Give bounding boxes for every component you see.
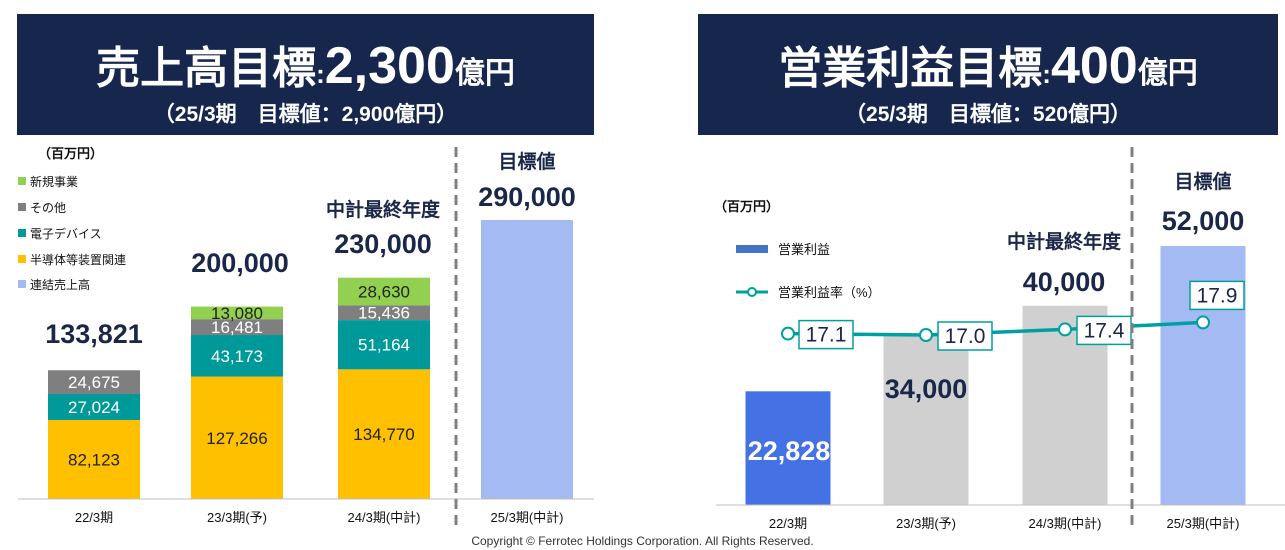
sales-legend-swatch: [18, 280, 26, 288]
profit-target-title: 営業利益目標: [778, 44, 1043, 93]
sales-legend-label: その他: [30, 201, 66, 215]
sales-target-sep: :: [316, 59, 325, 89]
sales-bar-segment: [191, 319, 283, 336]
profit-target-sep: :: [1042, 59, 1051, 89]
profit-margin-point: [1058, 322, 1072, 337]
sales-bar-segment: [48, 370, 140, 394]
profit-category-label: 25/3期(中計): [1167, 516, 1240, 531]
sales-segment-label: 16,481: [211, 318, 263, 337]
right-banner: 営業利益目標:400億円 （25/3期 目標値：520億円）: [698, 14, 1278, 135]
sales-legend-label: 新規事業: [30, 174, 78, 189]
profit-target-unit: 億円: [1137, 57, 1198, 90]
copyright-footer: Copyright © Ferrotec Holdings Corporatio…: [471, 534, 814, 548]
profit-legend-line-label: 営業利益率（%）: [778, 285, 881, 300]
profit-unit-label: （百万円）: [714, 199, 779, 214]
sales-bar-segment: [338, 305, 430, 321]
sales-segment-label: 82,123: [68, 450, 120, 469]
profit-midterm-annotation: 中計最終年度: [1007, 230, 1122, 253]
sales-bar-segment: [48, 419, 140, 499]
sales-segment-label: 51,164: [358, 336, 410, 355]
sales-segment-label: 13,080: [211, 304, 263, 323]
sales-legend-swatch: [18, 255, 26, 263]
sales-target-title: 売上高目標: [96, 44, 317, 93]
sales-segment-label: 28,630: [358, 282, 410, 301]
sales-legend-label: 半導体等装置関連: [30, 253, 126, 267]
sales-bar-segment: [338, 369, 430, 499]
profit-target-value: 400: [1050, 37, 1138, 95]
sales-target-bar: [481, 220, 573, 499]
profit-bar-label: 34,000: [885, 374, 968, 404]
profit-target-sub: （25/3期 目標値：520億円）: [845, 103, 1131, 126]
sales-target-sub: （25/3期 目標値：2,900億円）: [153, 103, 458, 126]
sales-segment-label: 27,024: [68, 398, 120, 417]
sales-segment-label: 43,173: [211, 347, 263, 366]
sales-unit-label: （百万円）: [38, 146, 103, 161]
sales-segment-label: 24,675: [68, 373, 120, 392]
sales-bar-segment: [48, 393, 140, 420]
sales-total-label: 230,000: [334, 229, 432, 259]
profit-bar-label: 52,000: [1162, 206, 1245, 236]
sales-segment-label: 127,266: [206, 429, 267, 448]
profit-bar: [745, 391, 831, 505]
profit-margin-label: 17.4: [1084, 319, 1125, 342]
sales-bar-segment: [338, 277, 430, 306]
sales-bar-segment: [338, 320, 430, 370]
profit-bar-label: 40,000: [1023, 267, 1106, 297]
profit-margin-label-box: [798, 319, 854, 350]
sales-target-annotation: 目標値: [498, 150, 555, 173]
sales-legend-swatch: [18, 229, 26, 237]
profit-bar-label: 22,828: [748, 436, 831, 466]
profit-margin-label-box: [937, 321, 993, 351]
sales-legend-swatch: [18, 177, 26, 185]
profit-margin-label: 17.9: [1197, 284, 1238, 307]
profit-margin-point: [781, 326, 795, 341]
sales-total-label: 133,821: [45, 319, 143, 349]
profit-margin-label: 17.1: [806, 324, 847, 347]
profit-category-label: 24/3期(中計): [1029, 516, 1102, 531]
sales-target-heading: 売上高目標:2,300億円: [17, 32, 594, 96]
profit-margin-point: [919, 328, 933, 342]
sales-target-value: 2,300: [324, 37, 455, 95]
profit-bar: [883, 335, 969, 505]
profit-legend-bar-swatch: [736, 245, 768, 253]
profit-margin-point: [1196, 315, 1210, 330]
sales-target-unit: 億円: [454, 57, 515, 90]
sales-category-label: 24/3期(中計): [348, 510, 421, 525]
sales-legend-swatch: [18, 203, 26, 211]
profit-category-label: 23/3期(予): [896, 516, 956, 531]
profit-target-annotation: 目標値: [1174, 170, 1231, 193]
sales-category-label: 25/3期(中計): [491, 510, 564, 525]
profit-margin-label: 17.0: [945, 325, 986, 348]
profit-legend-bar-label: 営業利益: [778, 242, 830, 257]
sales-segment-label: 134,770: [353, 425, 414, 444]
profit-margin-label-box: [1189, 280, 1245, 311]
sales-bar-segment: [191, 335, 283, 377]
profit-target-heading: 営業利益目標:400億円: [698, 32, 1278, 96]
sales-legend-label: 連結売上高: [30, 277, 90, 292]
left-banner: 売上高目標:2,300億円 （25/3期 目標値：2,900億円）: [17, 14, 594, 135]
sales-legend-label: 電子デバイス: [30, 226, 102, 241]
sales-bar-segment: [191, 376, 283, 499]
sales-category-label: 23/3期(予): [207, 510, 267, 525]
sales-segment-label: 15,436: [358, 304, 410, 323]
profit-margin-label-box: [1076, 315, 1132, 346]
sales-total-label: 200,000: [191, 248, 289, 278]
profit-margin-line: [787, 320, 1204, 337]
sales-category-label: 22/3期: [75, 510, 113, 525]
sales-midterm-annotation: 中計最終年度: [326, 198, 441, 221]
sales-total-label: 290,000: [478, 182, 576, 212]
profit-legend-line-marker: [747, 287, 757, 297]
profit-category-label: 22/3期: [769, 516, 807, 531]
sales-bar-segment: [191, 306, 283, 320]
